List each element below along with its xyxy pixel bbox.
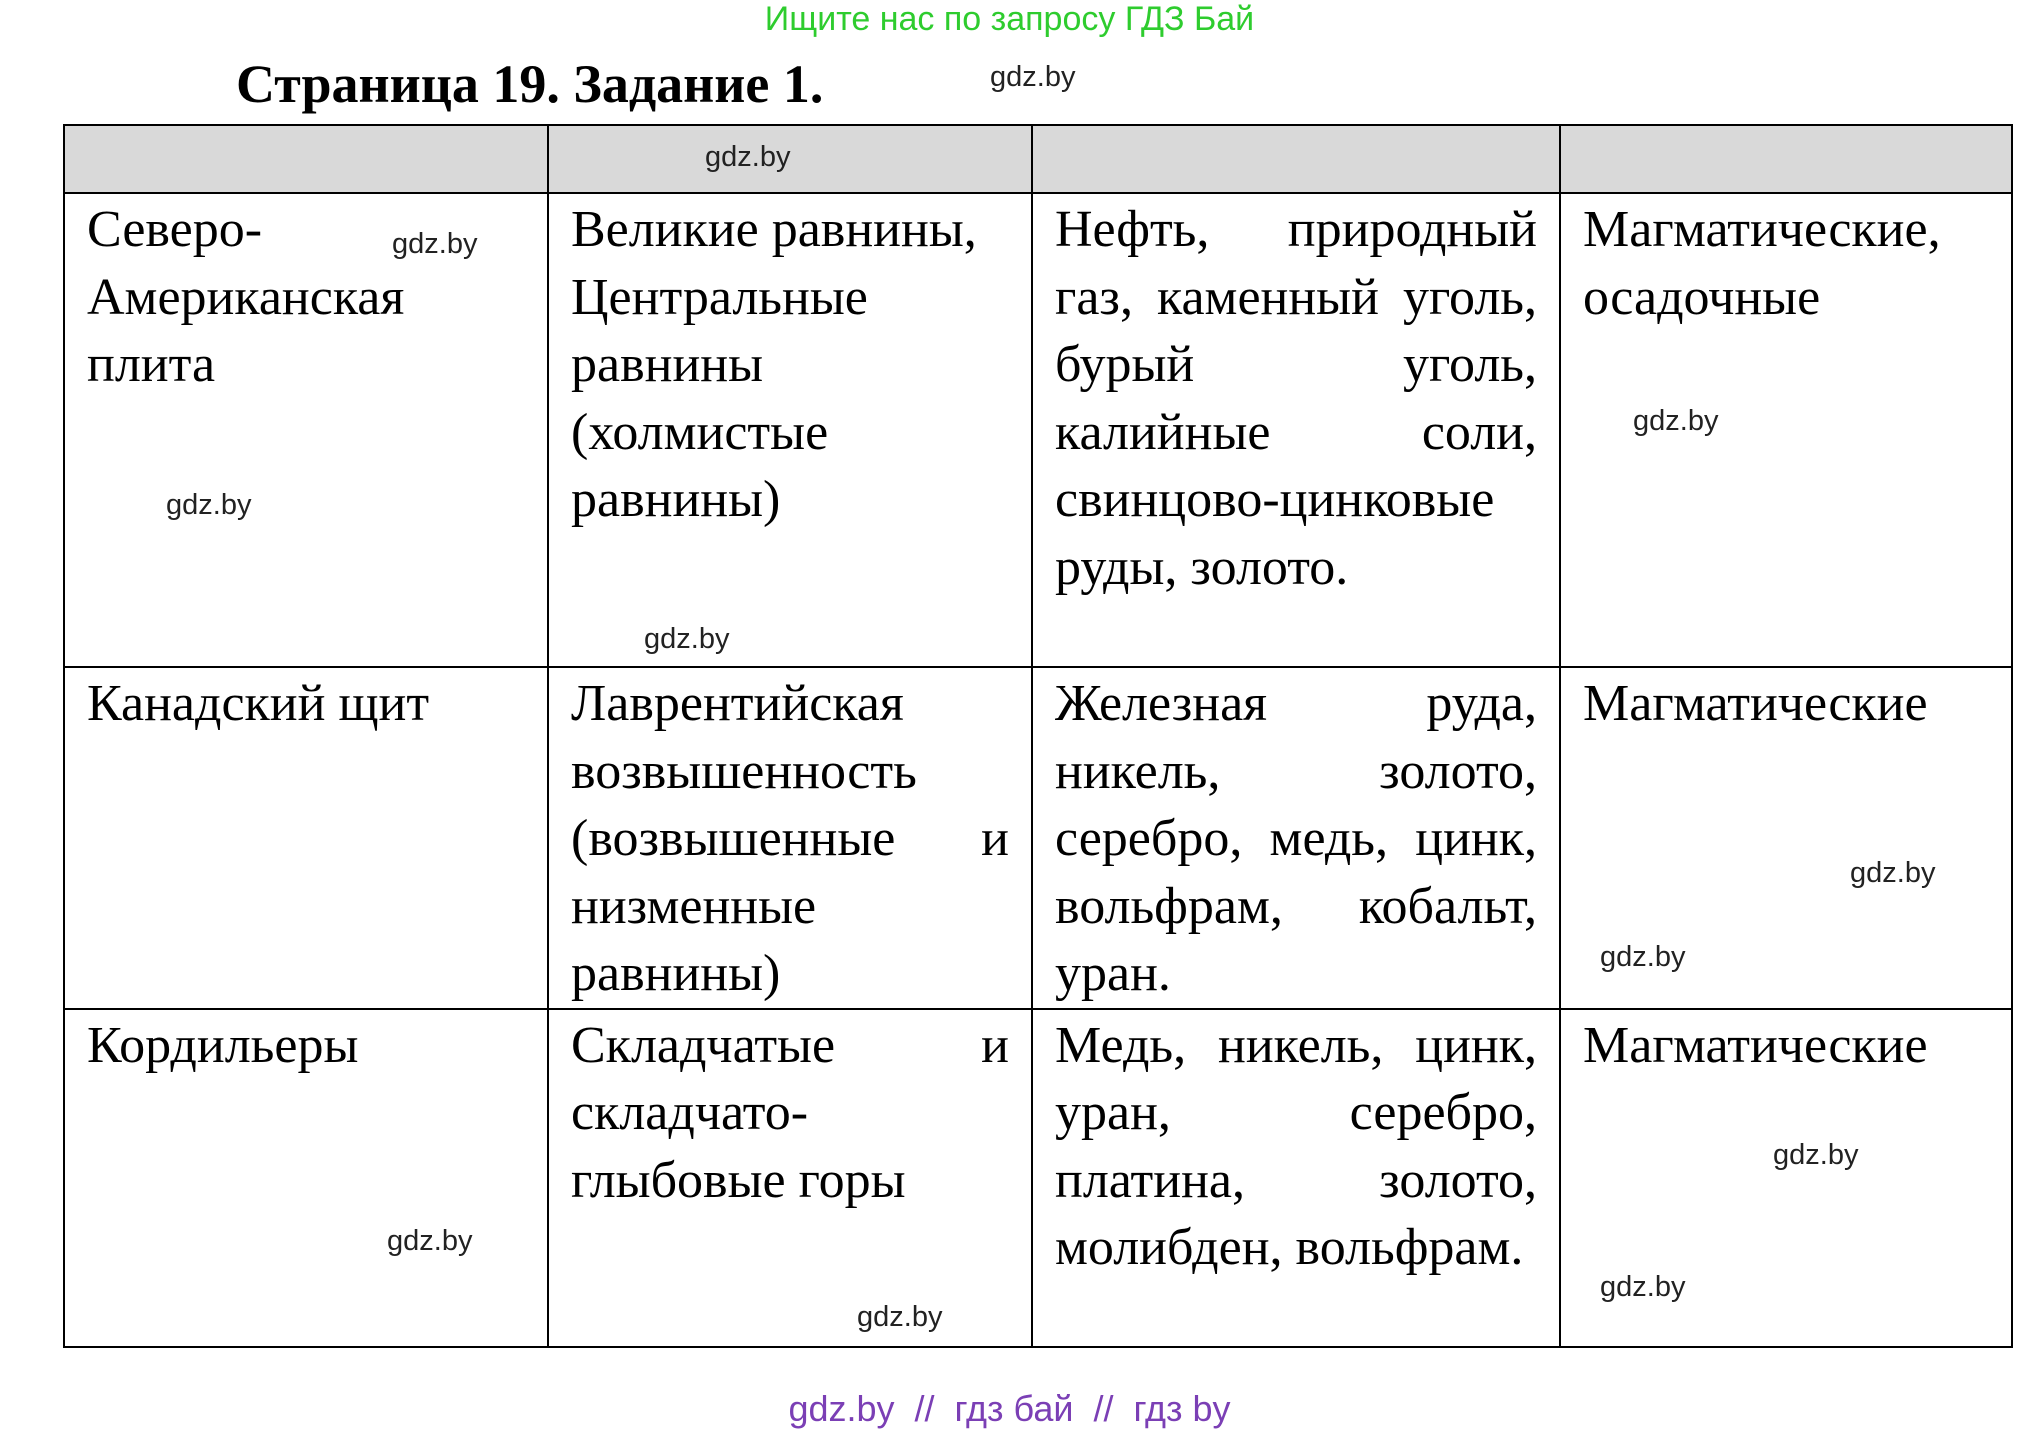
table-row: Канадский щит Лаврентийская возвышенност… xyxy=(63,666,2013,1010)
watermark: gdz.by xyxy=(705,141,791,173)
table-cell: Кордильеры xyxy=(63,1007,549,1348)
header-cell xyxy=(1031,124,1561,194)
table-cell: Магматические, осадочные xyxy=(1559,192,2013,668)
page-title: Страница 19. Задание 1. xyxy=(236,54,824,114)
table-cell: Северо-Американская плита xyxy=(63,192,549,668)
answer-table: Северо-Американская плита Великие равнин… xyxy=(63,124,2013,1348)
watermark: gdz.by xyxy=(392,228,478,260)
table-cell: Канадский щит xyxy=(63,666,549,1010)
table-cell: Великие равнины, Центральные равнины (хо… xyxy=(547,192,1033,668)
table-row: Кордильеры Складчатые и складчато-глыбов… xyxy=(63,1007,2013,1348)
table-cell: Лаврентийская возвышенность (возвышенные… xyxy=(547,666,1033,1010)
table-cell: Медь, никель, цинк, уран, серебро, плати… xyxy=(1031,1007,1561,1348)
footer-links: gdz.by // гдз бай // гдз by xyxy=(788,1388,1231,1429)
watermark: gdz.by xyxy=(857,1301,943,1333)
header-cell xyxy=(63,124,549,194)
watermark: gdz.by xyxy=(1773,1139,1859,1171)
table-header-row xyxy=(63,124,2013,194)
promo-text: Ищите нас по запросу ГДЗ Бай xyxy=(764,0,1255,38)
watermark: gdz.by xyxy=(1633,405,1719,437)
watermark: gdz.by xyxy=(1850,857,1936,889)
table-cell: Магматические xyxy=(1559,1007,2013,1348)
watermark: gdz.by xyxy=(644,623,730,655)
header-cell xyxy=(1559,124,2013,194)
watermark: gdz.by xyxy=(1600,1271,1686,1303)
table-cell: Магматические xyxy=(1559,666,2013,1010)
watermark: gdz.by xyxy=(387,1225,473,1257)
watermark: gdz.by xyxy=(1600,941,1686,973)
watermark: gdz.by xyxy=(990,61,1076,93)
header-cell xyxy=(547,124,1033,194)
table-row: Северо-Американская плита Великие равнин… xyxy=(63,192,2013,668)
table-cell: Складчатые и складчато-глыбовые горы xyxy=(547,1007,1033,1348)
watermark: gdz.by xyxy=(166,489,252,521)
table-cell: Железная руда, никель, золото, серебро, … xyxy=(1031,666,1561,1010)
table-cell: Нефть, природный газ, каменный уголь, бу… xyxy=(1031,192,1561,668)
